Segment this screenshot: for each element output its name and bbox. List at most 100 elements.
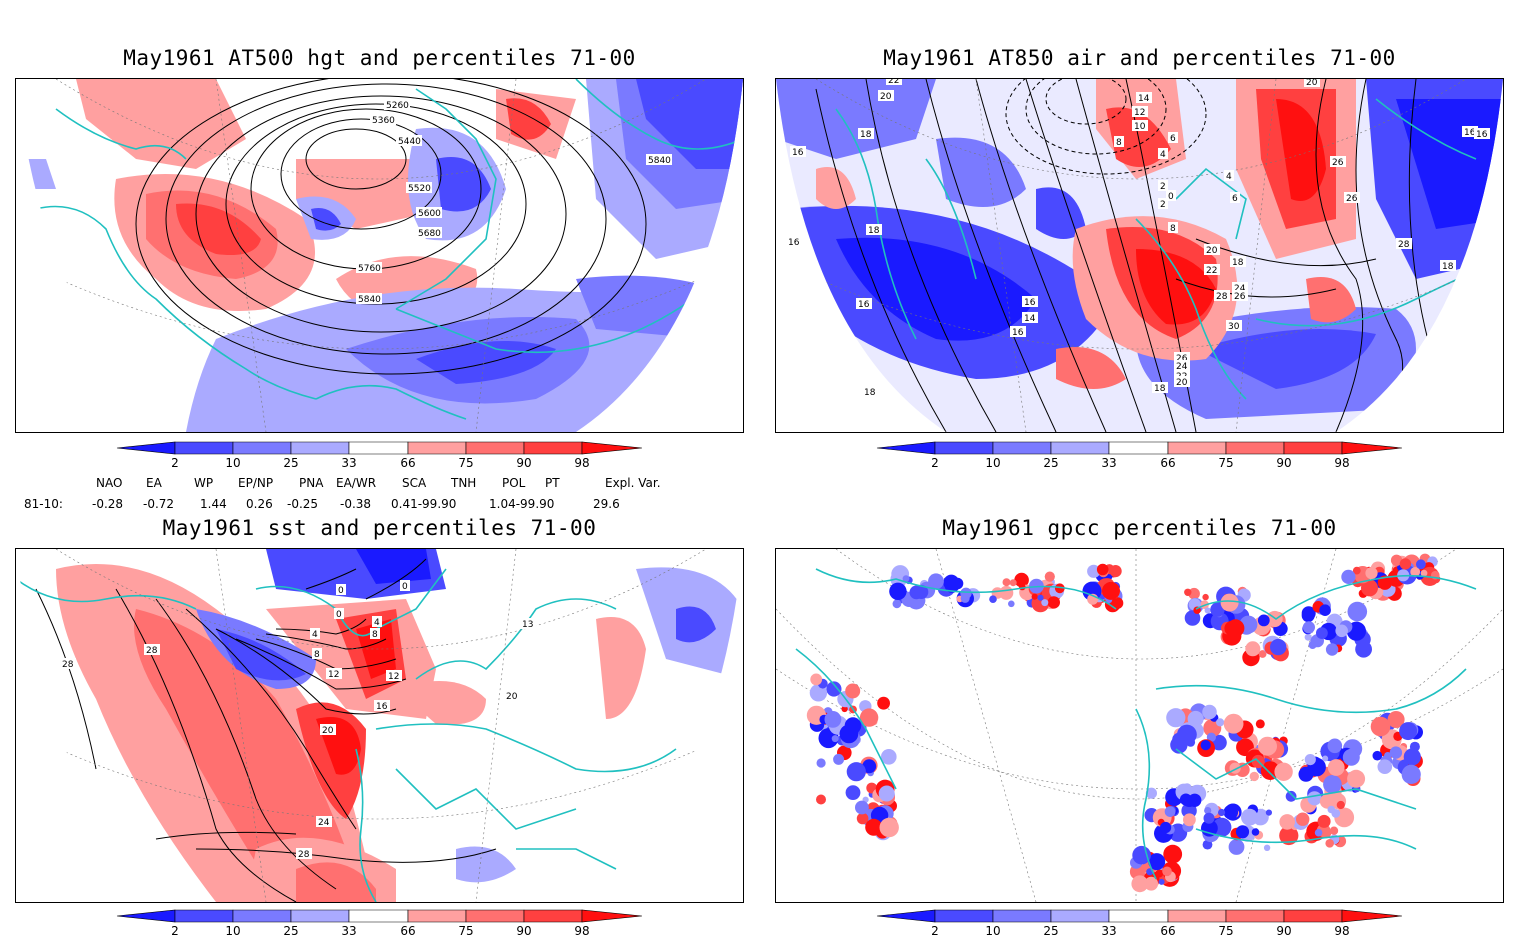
contour-label: 8 [1170, 224, 1176, 234]
contour-label: 10 [1134, 122, 1146, 132]
colorbar-tick: 66 [1160, 456, 1176, 470]
panel-1-map-canvas: 5260 5360 5440 5520 5600 5680 5760 5840 … [16, 79, 743, 432]
colorbar-swatch [1225, 909, 1285, 923]
colorbar-swatch [1050, 909, 1110, 923]
colorbar-tick: 25 [283, 924, 299, 938]
contour-label: 16 [1476, 130, 1488, 140]
contour-label: 0 [402, 582, 408, 592]
contour-label: 5840 [358, 295, 381, 305]
index-header: SCA [402, 476, 427, 490]
contour-label: 16 [792, 148, 804, 158]
colorbar-tick: 98 [1334, 456, 1350, 470]
colorbar-tick: 75 [1218, 456, 1234, 470]
colorbar-tick: 66 [400, 924, 416, 938]
contour-label: 24 [318, 818, 330, 828]
colorbar-tick: 75 [458, 924, 474, 938]
colorbar-tick: 98 [1334, 924, 1350, 938]
contour-label: 6 [1170, 134, 1176, 144]
contour-label: 5760 [358, 264, 381, 274]
colorbar-tick: 75 [1218, 924, 1234, 938]
contour-label: 28 [1398, 240, 1410, 250]
panel-3-colorbar: 2 10 25 33 66 75 90 98 [115, 908, 655, 948]
contour-label: 6 [1232, 194, 1238, 204]
contour-label: 28 [62, 660, 74, 670]
contour-label: 22 [1206, 266, 1217, 276]
contour-label: 16 [1012, 328, 1024, 338]
colorbar-swatch [348, 441, 409, 455]
colorbar-swatch [290, 441, 350, 455]
colorbar-tick: 75 [458, 456, 474, 470]
colorbar-tick: 2 [931, 456, 939, 470]
panel-1-colorbar: 2 10 25 33 66 75 90 98 [115, 440, 655, 480]
contour-label: 5360 [372, 116, 395, 126]
contour-label: 8 [1116, 138, 1122, 148]
contour-label: 4 [1226, 172, 1232, 182]
contour-label: 5440 [398, 137, 421, 147]
contour-label: 26 [1176, 354, 1188, 364]
colorbar-swatch [407, 909, 467, 923]
contour-label: 18 [864, 388, 876, 398]
index-header: PNA [299, 476, 324, 490]
colorbar-swatch [232, 909, 292, 923]
colorbar-tick: 33 [1101, 924, 1117, 938]
contour-label: 18 [1232, 258, 1244, 268]
index-header: NAO [96, 476, 123, 490]
contour-label: 20 [880, 92, 892, 102]
colorbar-swatch [1167, 909, 1227, 923]
colorbar-swatch [581, 909, 643, 923]
colorbar-tick: 10 [985, 456, 1001, 470]
colorbar-swatch [1283, 441, 1343, 455]
contour-label: 20 [506, 692, 518, 702]
panel-3-title: May1961 sst and percentiles 71-00 [162, 516, 597, 540]
contour-label: 28 [146, 646, 158, 656]
colorbar-tick: 2 [931, 924, 939, 938]
colorbar-swatch [290, 909, 350, 923]
colorbar-swatch [407, 441, 467, 455]
colorbar-swatch [992, 909, 1052, 923]
index-value: 1.04-99.90 [489, 497, 555, 511]
index-row-label: 81-10: [24, 497, 63, 511]
colorbar-tick: 90 [516, 456, 532, 470]
index-value: -0.28 [92, 497, 124, 511]
index-value: 0.41-99.90 [391, 497, 457, 511]
index-header: EA/WR [336, 476, 377, 490]
contour-label: 24 [1234, 284, 1246, 294]
panel-2-colorbar: 2 10 25 33 66 75 90 98 [875, 440, 1415, 480]
contour-label: 20 [1306, 79, 1318, 88]
colorbar-swatch [1108, 909, 1169, 923]
contour-label: 26 [1346, 194, 1358, 204]
contour-label: 5680 [418, 229, 441, 239]
panel-4-map-canvas [776, 549, 1503, 902]
colorbar-swatch [116, 909, 176, 923]
panel-3-map-canvas: 00048481212162020242828282813 [16, 549, 743, 902]
index-header: EA [146, 476, 162, 490]
colorbar-tick: 25 [283, 456, 299, 470]
colorbar-tick: 2 [171, 456, 179, 470]
index-header: WP [194, 476, 214, 490]
contour-label: 2 [1160, 182, 1166, 192]
colorbar-tick: 90 [1276, 924, 1292, 938]
panel-4-map [775, 548, 1504, 903]
colorbar-tick: 98 [574, 456, 590, 470]
index-header: Expl. Var. [605, 476, 661, 490]
colorbar-tick: 90 [1276, 456, 1292, 470]
contour-label: 8 [314, 650, 320, 660]
index-header: EP/NP [238, 476, 274, 490]
contour-label: 30 [1228, 322, 1240, 332]
colorbar-swatch [1283, 909, 1343, 923]
index-value: -0.38 [340, 497, 372, 511]
index-value: 29.6 [593, 497, 620, 511]
contour-label: 4 [374, 618, 380, 628]
contour-label: 16 [788, 238, 800, 248]
colorbar-swatch [465, 441, 525, 455]
contour-label: 0 [338, 586, 344, 596]
colorbar-tick: 66 [1160, 924, 1176, 938]
contour-label: 24 [1176, 362, 1188, 372]
colorbar-swatch [174, 441, 234, 455]
contour-label: 18 [860, 130, 872, 140]
colorbar-swatch [992, 441, 1052, 455]
index-value: -0.25 [287, 497, 319, 511]
colorbar-tick: 10 [985, 924, 1001, 938]
colorbar-swatch [465, 909, 525, 923]
